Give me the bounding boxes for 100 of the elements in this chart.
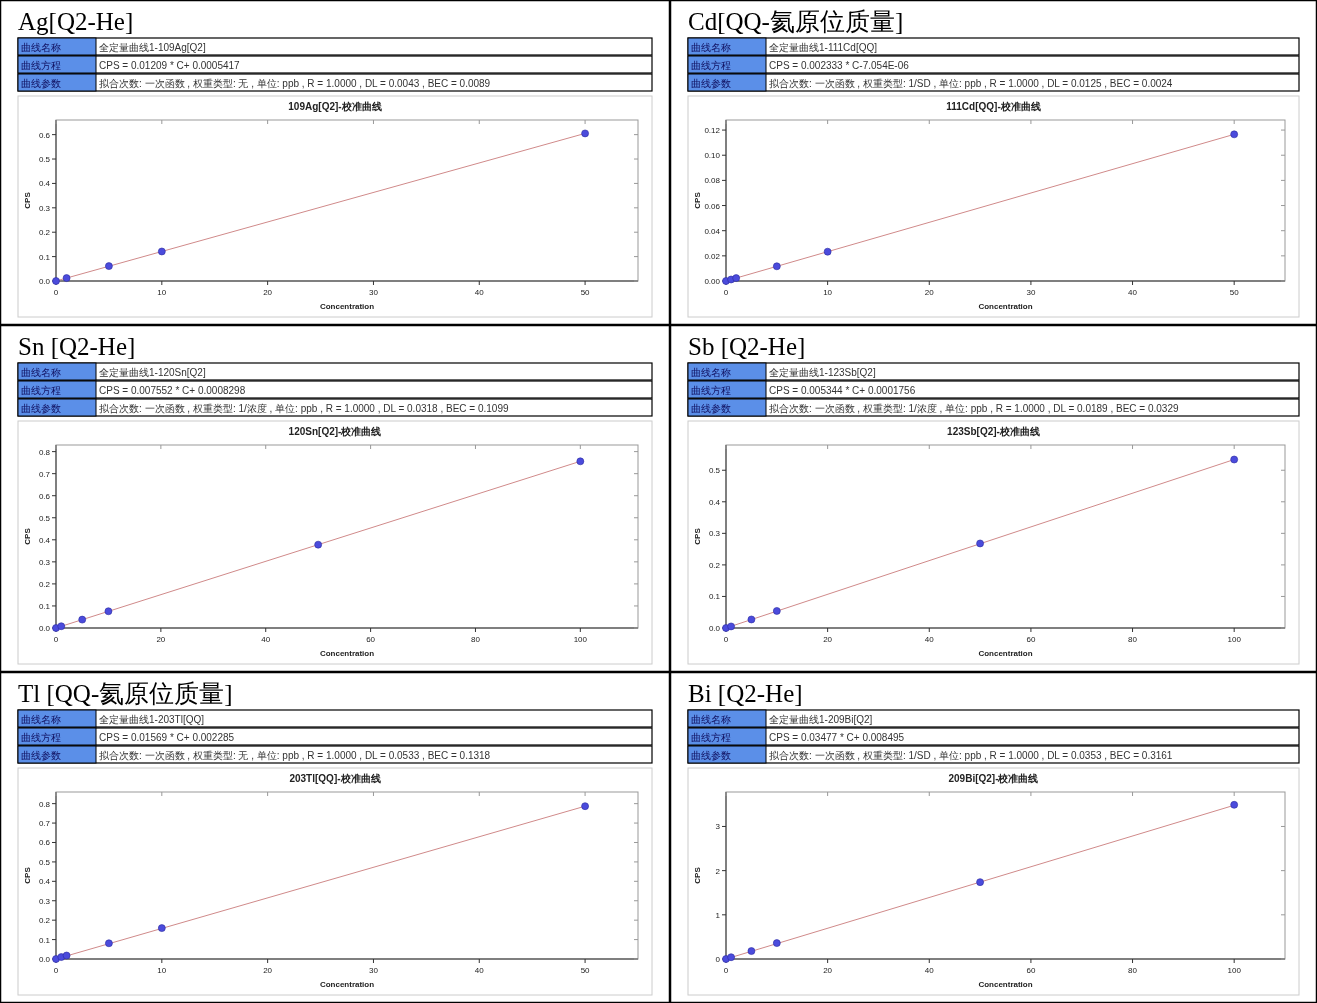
chart-title: Cd[QQ-氦原位质量] — [688, 8, 904, 35]
x-tick-label: 100 — [1227, 635, 1242, 644]
x-tick-label: 50 — [1229, 288, 1240, 297]
x-tick-label: 60 — [366, 635, 376, 644]
x-tick-label: 40 — [474, 288, 485, 297]
point — [62, 274, 71, 282]
y-axis-title: CPS — [693, 527, 702, 545]
point — [727, 622, 735, 631]
x-tick-label: 50 — [580, 966, 591, 975]
x-tick-label: 100 — [1227, 966, 1242, 975]
chart-title: Bi [Q2-He] — [688, 680, 803, 707]
x-tick-label: 80 — [1128, 966, 1138, 975]
text: 曲线参数 — [21, 750, 61, 761]
text: 拟合次数: 一次函数 , 权重类型: 无 , 单位: ppb , R = 1.0000 , DL = 0.0533 , BEC = 0.1318 — [99, 750, 491, 761]
text: 曲线方程 — [691, 60, 731, 71]
y-tick-label: 0.6 — [38, 130, 51, 140]
text: 曲线名称 — [691, 714, 731, 725]
y-tick-label: 0.1 — [38, 252, 51, 262]
x-tick-label: 80 — [1128, 635, 1138, 644]
point — [581, 129, 589, 138]
point — [976, 539, 984, 548]
chart-title: Ag[Q2-He] — [18, 8, 134, 35]
text: 拟合次数: 一次函数 , 权重类型: 无 , 单位: ppb , R = 1.0000 , DL = 0.0043 , BEC = 0.0089 — [99, 78, 491, 89]
y-tick-label: 3 — [715, 822, 721, 832]
x-tick-label: 30 — [369, 288, 379, 297]
y-tick-label: 0.6 — [38, 491, 51, 501]
x-tick-label: 80 — [471, 635, 481, 644]
x-tick-label: 10 — [157, 966, 167, 975]
chart-title: Tl [QQ-氦原位质量] — [18, 680, 233, 707]
y-tick-label: 0.3 — [708, 529, 721, 539]
text: 曲线名称 — [691, 367, 731, 378]
y-tick-label: 0.5 — [38, 513, 51, 523]
x-tick-label: 30 — [1026, 288, 1036, 297]
point — [314, 540, 322, 549]
x-tick-label: 60 — [1026, 966, 1036, 975]
y-tick-label: 0.6 — [38, 838, 51, 848]
point — [732, 274, 740, 282]
y-tick-label: 0.8 — [38, 799, 51, 809]
text: 曲线名称 — [691, 42, 731, 53]
text: 曲线名称 — [21, 714, 61, 725]
y-tick-label: 0.8 — [38, 447, 51, 457]
y-tick-label: 0.3 — [38, 557, 51, 567]
text: 曲线参数 — [691, 403, 731, 414]
text: 曲线方程 — [21, 732, 61, 743]
text: 曲线方程 — [21, 60, 61, 71]
y-tick-label: 0.5 — [38, 857, 51, 867]
y-axis-title: CPS — [23, 527, 32, 545]
point — [62, 951, 71, 960]
text: 全定量曲线1-209Bi[Q2] — [769, 714, 873, 725]
x-axis-title: Concentration — [319, 649, 375, 658]
y-tick-label: 0.1 — [38, 601, 51, 611]
text: CPS = 0.007552 * C+ 0.0008298 — [99, 385, 246, 396]
y-tick-label: 0.4 — [38, 535, 51, 545]
y-tick-label: 0.5 — [708, 466, 721, 476]
y-tick-label: 0.00 — [704, 277, 721, 286]
y-tick-label: 0 — [715, 955, 721, 964]
y-tick-label: 0.3 — [38, 896, 51, 906]
y-tick-label: 0.02 — [704, 251, 721, 261]
point — [105, 262, 113, 270]
chart-title: Sb [Q2-He] — [688, 333, 806, 360]
y-tick-label: 0.3 — [38, 203, 51, 213]
text: 全定量曲线1-203Tl[QQ] — [99, 714, 205, 725]
point — [1230, 801, 1238, 809]
y-tick-label: 0.0 — [708, 624, 721, 633]
x-tick-label: 40 — [474, 966, 485, 975]
y-tick-label: 0.7 — [38, 819, 51, 829]
point — [823, 247, 832, 256]
y-tick-label: 0.0 — [38, 277, 51, 286]
y-tick-label: 0.2 — [38, 916, 51, 926]
x-tick-label: 100 — [573, 635, 588, 644]
text: CPS = 0.01209 * C+ 0.0005417 — [99, 60, 241, 71]
point — [976, 878, 984, 886]
x-axis-title: Concentration — [319, 980, 375, 989]
text: 全定量曲线1-109Ag[Q2] — [99, 42, 206, 53]
text: 拟合次数: 一次函数 , 权重类型: 1/SD , 单位: ppb , R = 1.0000 , DL = 0.0353 , BEC = 0.3161 — [769, 750, 1173, 761]
y-tick-label: 0.4 — [708, 497, 721, 507]
x-axis-title: Concentration — [978, 649, 1033, 658]
y-tick-label: 0.10 — [704, 151, 721, 161]
x-tick-label: 20 — [263, 288, 273, 297]
x-axis-title: Concentration — [978, 980, 1033, 989]
point — [104, 607, 113, 616]
y-tick-label: 0.4 — [38, 179, 51, 189]
y-axis-title: CPS — [23, 866, 32, 884]
text: 全定量曲线1-123Sb[Q2] — [769, 367, 876, 378]
x-tick-label: 0 — [53, 966, 59, 975]
point — [727, 953, 735, 962]
text: 全定量曲线1-111Cd[QQ] — [769, 42, 878, 53]
text: 曲线参数 — [691, 750, 731, 761]
x-tick-label: 60 — [1026, 635, 1036, 644]
y-axis-title: CPS — [23, 191, 32, 209]
x-tick-label: 0 — [53, 288, 59, 297]
y-tick-label: 0.0 — [38, 955, 51, 964]
y-tick-label: 0.5 — [38, 155, 51, 165]
point — [1230, 455, 1238, 464]
text: 拟合次数: 一次函数 , 权重类型: 1/SD , 单位: ppb , R = 1.0000 , DL = 0.0125 , BEC = 0.0024 — [769, 78, 1173, 89]
text: 曲线参数 — [691, 78, 731, 89]
point — [773, 607, 781, 615]
y-tick-label: 0.7 — [38, 469, 51, 479]
chart-title: Sn [Q2-He] — [18, 333, 136, 360]
point — [576, 457, 585, 466]
